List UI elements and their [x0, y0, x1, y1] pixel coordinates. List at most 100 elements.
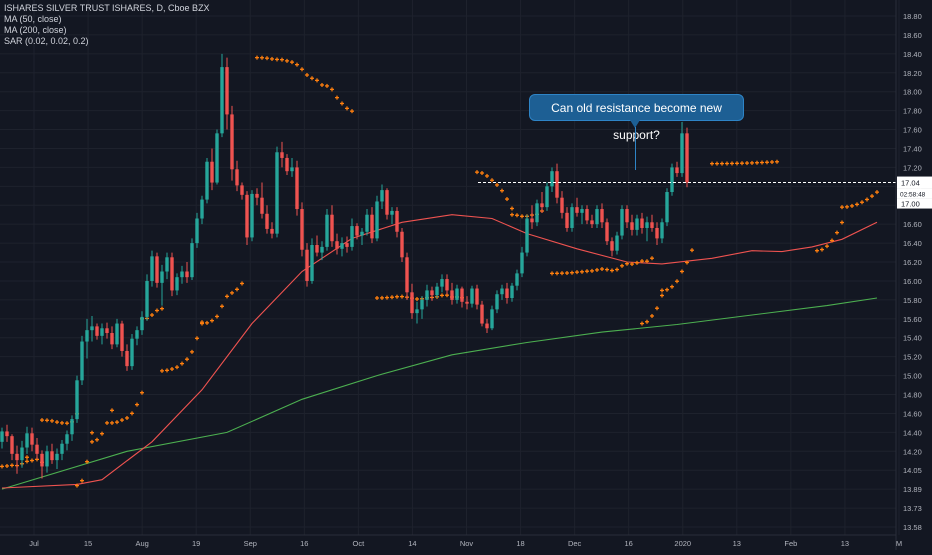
candle-body: [635, 218, 639, 230]
candle-body: [80, 341, 84, 381]
candle: [595, 205, 599, 228]
candle-body: [260, 197, 264, 214]
price-tick-label: 14.60: [903, 409, 922, 418]
candle-body: [520, 252, 524, 274]
sar-point: [755, 160, 759, 165]
indicator-ma50[interactable]: MA (50, close): [4, 14, 62, 24]
sar-point: [390, 295, 394, 300]
candle: [615, 231, 619, 255]
candle-body: [195, 218, 199, 244]
sar-point: [230, 290, 234, 295]
indicator-sar[interactable]: SAR (0.02, 0.02, 0.2): [4, 36, 89, 46]
sar-point: [680, 269, 684, 274]
sar-point: [280, 57, 284, 62]
candle: [165, 252, 169, 280]
candle-body: [465, 301, 469, 304]
candle: [485, 318, 489, 334]
candle: [410, 283, 414, 319]
candle: [300, 202, 304, 257]
sar-point: [735, 161, 739, 166]
sar-point: [665, 287, 669, 292]
candle-body: [570, 207, 574, 228]
candle-body: [430, 290, 434, 296]
candle: [100, 323, 104, 345]
price-tick-label: 15.20: [903, 353, 922, 362]
candle: [320, 241, 324, 261]
candle-body: [375, 201, 379, 239]
candle: [110, 326, 114, 350]
sar-point: [335, 95, 339, 100]
sar-point: [480, 171, 484, 176]
sar-point: [710, 161, 714, 166]
sar-point: [180, 361, 184, 366]
price-tick-label: 18.20: [903, 69, 922, 78]
candle-body: [265, 213, 269, 229]
candle-body: [350, 226, 354, 247]
sar-point: [385, 295, 389, 300]
price-tick-label: 17.60: [903, 126, 922, 135]
candle-body: [605, 222, 609, 242]
price-tick-label: 17.40: [903, 144, 922, 153]
sar-point: [190, 349, 194, 354]
ma50-layer: [1, 214, 878, 489]
ma200-layer: [1, 297, 878, 490]
candle: [260, 182, 264, 219]
candle: [680, 121, 684, 177]
candle: [670, 163, 674, 196]
candle: [180, 265, 184, 284]
sar-point: [165, 368, 169, 373]
candle-body: [70, 419, 74, 435]
callout-pointer: [635, 127, 636, 170]
candle: [280, 141, 284, 168]
countdown-box: [897, 188, 932, 199]
sar-point: [400, 294, 404, 299]
sar-point: [80, 478, 84, 483]
price-tag-value: 17.04: [901, 179, 920, 188]
candle: [5, 424, 9, 442]
candle: [75, 375, 79, 423]
candle-body: [210, 161, 214, 183]
candle: [535, 199, 539, 227]
candle-body: [525, 218, 529, 253]
candle: [145, 274, 149, 321]
candle-body: [180, 271, 184, 278]
price-tick-label: 16.60: [903, 220, 922, 229]
candle-body: [90, 326, 94, 331]
candle: [170, 252, 174, 297]
sar-point: [175, 365, 179, 370]
candle: [50, 443, 54, 464]
candle-body: [535, 203, 539, 223]
time-axis[interactable]: Jul 15 Aug 19 Sep 16 Oct 14 Nov 18 Dec 16 2020 13 Feb 1…: [0, 534, 902, 548]
candle: [10, 434, 14, 461]
sar-point: [310, 76, 314, 81]
candle: [455, 284, 459, 304]
candle: [560, 191, 564, 219]
candle: [420, 296, 424, 319]
sar-point: [840, 220, 844, 225]
candle-body: [500, 288, 504, 295]
ma50-line: [1, 214, 878, 489]
time-tick-label: Jul: [29, 539, 39, 548]
sar-point: [875, 190, 879, 195]
candle: [575, 197, 579, 217]
candle: [315, 235, 319, 257]
sar-point: [210, 318, 214, 323]
indicator-ma200[interactable]: MA (200, close): [4, 25, 67, 35]
candle-body: [160, 271, 164, 283]
time-tick-label: 15: [84, 539, 92, 548]
sar-point: [130, 411, 134, 416]
candle-body: [395, 210, 399, 232]
sar-point: [775, 159, 779, 164]
candle: [285, 154, 289, 175]
candle: [60, 439, 64, 461]
candle: [675, 161, 679, 177]
candle: [435, 282, 439, 298]
sar-point: [850, 203, 854, 208]
annotation-callout[interactable]: Can old resistance become new support?: [529, 94, 744, 142]
candle: [645, 216, 649, 242]
candle-body: [245, 194, 249, 238]
price-axis[interactable]: 18.80 18.60 18.40 18.20 18.00 17.80 17.60 17.40…: [895, 0, 922, 550]
sar-point: [630, 262, 634, 267]
